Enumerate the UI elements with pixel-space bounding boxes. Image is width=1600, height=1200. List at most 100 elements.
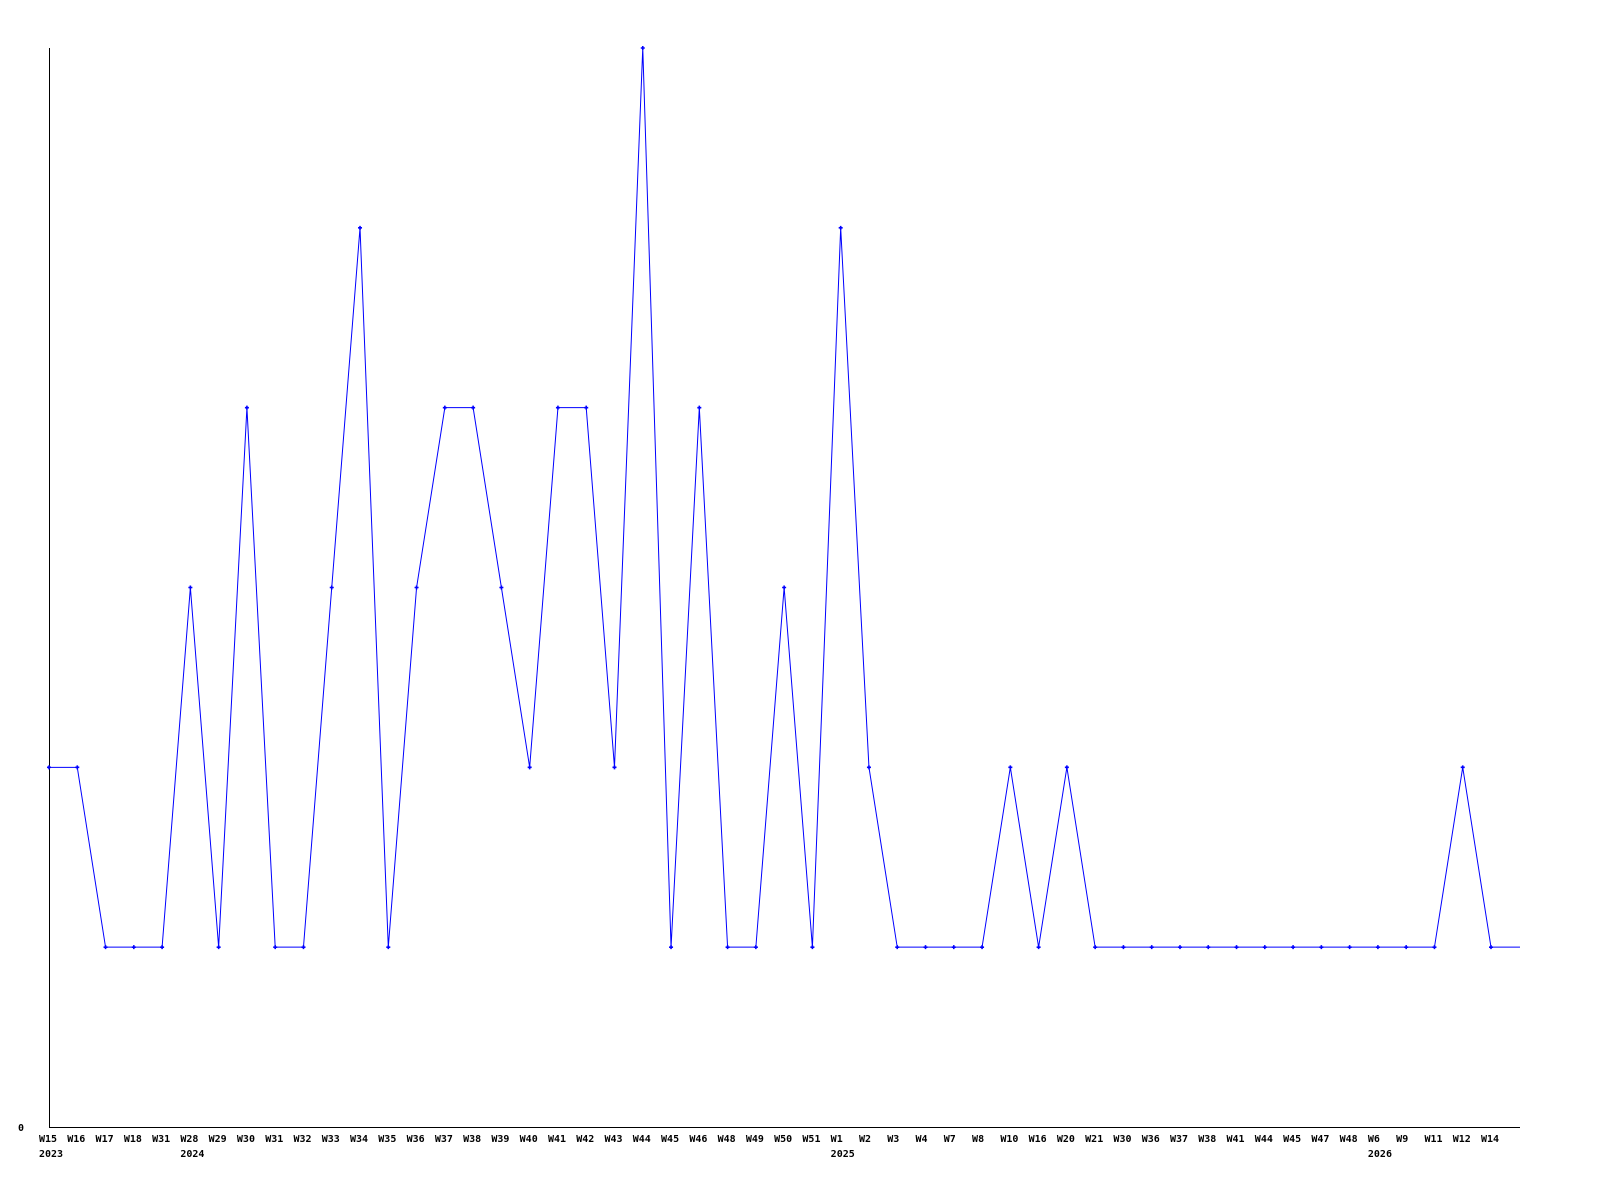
data-point <box>1319 945 1324 950</box>
x-tick-label: W41 <box>1227 1134 1245 1145</box>
x-tick-label: W32 <box>293 1134 311 1145</box>
x-tick-label: W49 <box>746 1134 764 1145</box>
data-point <box>951 945 956 950</box>
x-tick-label: W16 <box>1029 1134 1047 1145</box>
x-tick-label: W14 <box>1481 1134 1499 1145</box>
data-point <box>697 405 702 410</box>
data-point <box>1460 765 1465 770</box>
x-tick-label: W31 <box>265 1134 283 1145</box>
data-point <box>75 765 80 770</box>
data-point <box>103 945 108 950</box>
x-tick-label: W44 <box>1255 1134 1273 1145</box>
x-tick-label: W34 <box>350 1134 368 1145</box>
x-tick-label: W6 <box>1368 1134 1380 1145</box>
data-point <box>923 945 928 950</box>
data-point <box>1149 945 1154 950</box>
x-tick-label: W21 <box>1085 1134 1103 1145</box>
data-point <box>273 945 278 950</box>
data-point <box>1008 765 1013 770</box>
x-tick-label: W47 <box>1311 1134 1329 1145</box>
x-tick-label: W36 <box>1142 1134 1160 1145</box>
x-tick-label: W8 <box>972 1134 984 1145</box>
year-label: 2024 <box>180 1149 204 1160</box>
data-point <box>1291 945 1296 950</box>
x-tick-label: W38 <box>463 1134 481 1145</box>
x-tick-label: W50 <box>774 1134 792 1145</box>
x-tick-label: W16 <box>67 1134 85 1145</box>
year-label: 2023 <box>39 1149 63 1160</box>
x-tick-label: W45 <box>661 1134 679 1145</box>
data-point <box>555 405 560 410</box>
data-point <box>188 585 193 590</box>
x-tick-label: W51 <box>802 1134 820 1145</box>
data-point <box>782 585 787 590</box>
data-point <box>980 945 985 950</box>
x-tick-label: W9 <box>1396 1134 1408 1145</box>
data-point <box>640 46 645 50</box>
data-point <box>1262 945 1267 950</box>
data-point <box>244 405 249 410</box>
data-point <box>386 945 391 950</box>
data-point <box>1489 945 1493 950</box>
x-tick-label: W12 <box>1453 1134 1471 1145</box>
x-tick-label: W48 <box>1340 1134 1358 1145</box>
data-point <box>358 225 363 230</box>
data-point <box>810 945 815 950</box>
data-point <box>612 765 617 770</box>
x-tick-label: W10 <box>1000 1134 1018 1145</box>
data-point <box>1234 945 1239 950</box>
data-point <box>471 405 476 410</box>
data-point <box>1064 765 1069 770</box>
x-tick-label: W48 <box>718 1134 736 1145</box>
x-tick-label: W40 <box>520 1134 538 1145</box>
x-tick-label: W11 <box>1424 1134 1442 1145</box>
data-point <box>1206 945 1211 950</box>
y-tick-label: 0 <box>18 1123 24 1134</box>
data-point <box>669 945 674 950</box>
x-tick-label: W28 <box>180 1134 198 1145</box>
data-point <box>725 945 730 950</box>
x-tick-label: W3 <box>887 1134 899 1145</box>
data-point <box>160 945 165 950</box>
year-label: 2026 <box>1368 1149 1392 1160</box>
data-point <box>584 405 589 410</box>
data-point <box>1121 945 1126 950</box>
year-label: 2025 <box>831 1149 855 1160</box>
x-tick-label: W18 <box>124 1134 142 1145</box>
x-tick-label: W1 <box>831 1134 843 1145</box>
x-tick-label: W15 <box>39 1134 57 1145</box>
x-tick-label: W37 <box>1170 1134 1188 1145</box>
x-tick-label: W35 <box>378 1134 396 1145</box>
data-point <box>866 765 871 770</box>
x-tick-label: W43 <box>604 1134 622 1145</box>
x-tick-label: W29 <box>209 1134 227 1145</box>
data-point <box>1404 945 1409 950</box>
data-point <box>1093 945 1098 950</box>
data-point <box>216 945 221 950</box>
x-tick-label: W45 <box>1283 1134 1301 1145</box>
x-tick-label: W17 <box>96 1134 114 1145</box>
x-tick-label: W20 <box>1057 1134 1075 1145</box>
data-point <box>442 405 447 410</box>
data-point <box>499 585 504 590</box>
data-point <box>527 765 532 770</box>
data-point <box>301 945 306 950</box>
x-tick-label: W46 <box>689 1134 707 1145</box>
x-tick-label: W39 <box>491 1134 509 1145</box>
x-tick-label: W44 <box>633 1134 651 1145</box>
data-point <box>1036 945 1041 950</box>
x-tick-label: W42 <box>576 1134 594 1145</box>
data-point <box>895 945 900 950</box>
series-line <box>49 47 1520 948</box>
data-point <box>838 225 843 230</box>
x-tick-label: W2 <box>859 1134 871 1145</box>
x-tick-label: W30 <box>237 1134 255 1145</box>
data-point <box>131 945 136 950</box>
data-point <box>329 585 334 590</box>
x-tick-label: W37 <box>435 1134 453 1145</box>
x-tick-label: W7 <box>944 1134 956 1145</box>
data-point <box>753 945 758 950</box>
x-tick-label: W41 <box>548 1134 566 1145</box>
x-tick-label: W38 <box>1198 1134 1216 1145</box>
data-point <box>1347 945 1352 950</box>
